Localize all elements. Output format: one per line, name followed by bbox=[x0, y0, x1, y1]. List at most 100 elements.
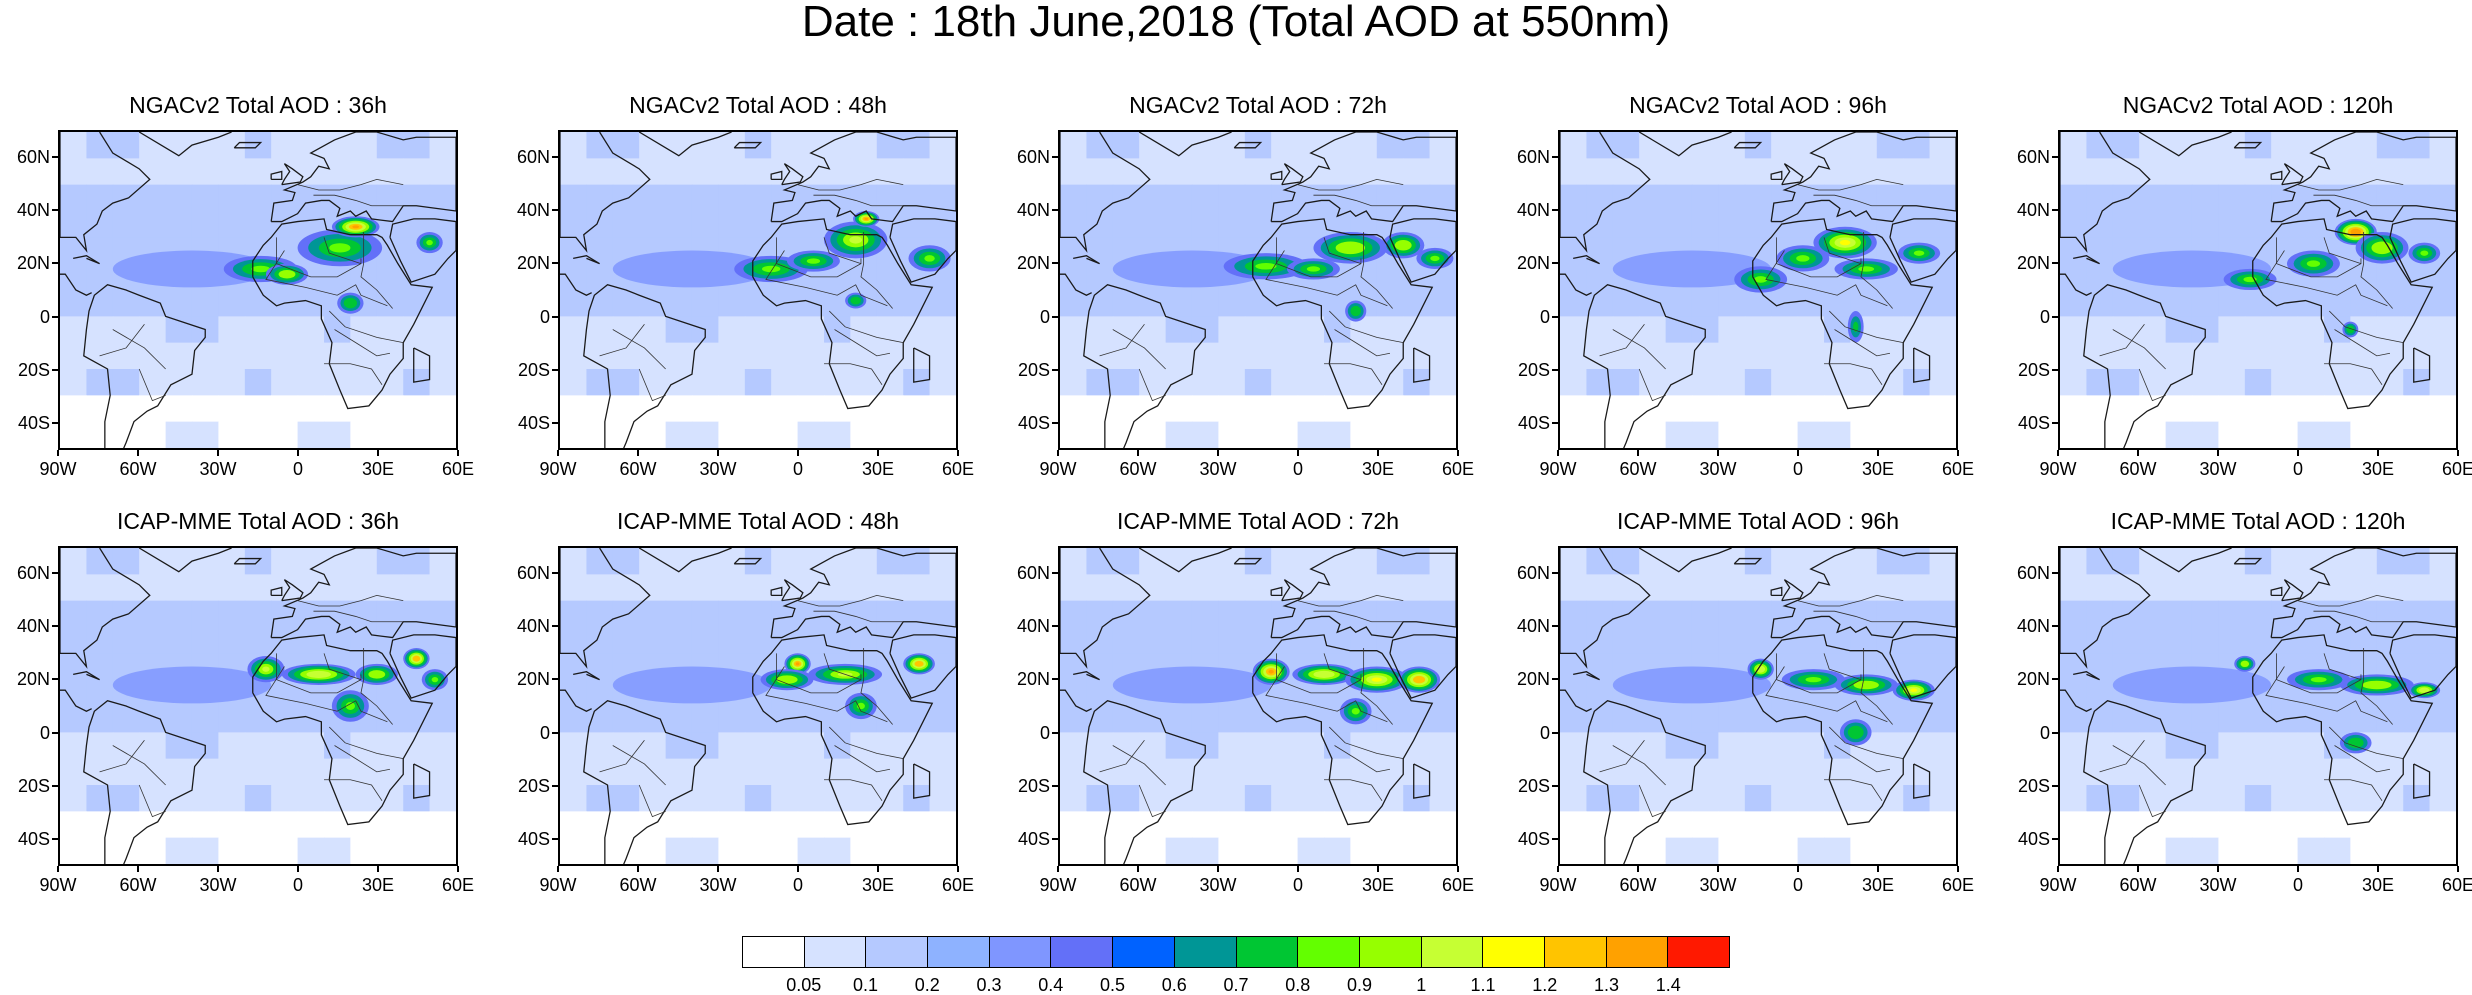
aod-hotspot bbox=[864, 217, 869, 220]
coastline bbox=[1733, 141, 1763, 149]
country-border bbox=[1834, 745, 1891, 773]
lon-tick bbox=[717, 450, 719, 456]
lon-tick-label: 60E bbox=[1441, 459, 1475, 479]
lon-tick bbox=[1217, 866, 1219, 872]
lon-tick bbox=[957, 866, 959, 872]
lon-tick-label: 30E bbox=[1361, 459, 1395, 479]
lon-tick bbox=[1137, 450, 1139, 456]
colorbar-box bbox=[1359, 937, 1422, 967]
lat-tick bbox=[1052, 209, 1058, 211]
colorbar-box bbox=[866, 937, 929, 967]
coastline bbox=[252, 634, 434, 826]
lat-tick-label: 60N bbox=[1016, 146, 1050, 167]
lon-tick-label: 0 bbox=[1292, 875, 1303, 895]
aod-background-field bbox=[1060, 132, 1456, 448]
lon-tick-label: 30W bbox=[699, 875, 737, 895]
coastline bbox=[2073, 255, 2100, 265]
lat-tick-label: 20N bbox=[516, 253, 550, 274]
coastline bbox=[1781, 163, 1804, 186]
country-border bbox=[1599, 740, 1645, 773]
country-border bbox=[1824, 363, 1883, 386]
lat-tick bbox=[1552, 369, 1558, 371]
aod-hotspot bbox=[1255, 263, 1277, 270]
panel-title: NGACv2 Total AOD : 72h bbox=[1129, 92, 1387, 118]
country-border bbox=[2324, 363, 2383, 386]
coastline bbox=[1060, 273, 1092, 296]
map-panel-icap-mme-36h bbox=[58, 546, 458, 866]
lon-tick bbox=[297, 866, 299, 872]
country-border bbox=[1334, 745, 1391, 773]
map-panel-ngacv2-36h bbox=[58, 130, 458, 450]
aod-hotspot bbox=[262, 666, 270, 672]
lon-tick-label: 0 bbox=[1792, 459, 1803, 479]
country-border bbox=[797, 594, 904, 607]
lon-tick bbox=[717, 866, 719, 872]
lon-tick-label: 0 bbox=[792, 875, 803, 895]
lon-tick bbox=[1297, 866, 1299, 872]
country-border bbox=[765, 250, 888, 307]
lon-tick-label: 30E bbox=[2361, 875, 2395, 895]
country-border bbox=[2265, 666, 2388, 723]
lon-tick-label: 60W bbox=[2119, 875, 2157, 895]
country-border bbox=[2138, 368, 2166, 402]
country-border bbox=[297, 178, 404, 191]
lon-tick-label: 60W bbox=[119, 459, 157, 479]
lon-tick bbox=[2297, 866, 2299, 872]
country-border bbox=[1099, 740, 1145, 773]
country-border bbox=[1138, 368, 1166, 402]
lat-tick bbox=[2052, 678, 2058, 681]
aod-hotspot bbox=[1430, 255, 1440, 262]
lon-tick-label: 90W bbox=[539, 459, 577, 479]
atlantic-aerosol-plume bbox=[112, 666, 272, 704]
colorbar-label: 1.3 bbox=[1593, 975, 1620, 995]
country-border bbox=[112, 329, 166, 370]
country-border bbox=[1323, 237, 1362, 265]
coastline bbox=[1560, 548, 1651, 669]
colorbar-box bbox=[743, 937, 805, 967]
country-border bbox=[1324, 363, 1383, 386]
lat-tick-label: 0 bbox=[1539, 306, 1550, 327]
coastlines bbox=[560, 132, 956, 448]
coastline bbox=[2138, 548, 2232, 573]
lon-tick-label: 60E bbox=[941, 459, 975, 479]
lat-tick-label: 20N bbox=[2016, 669, 2050, 690]
coastline bbox=[2389, 634, 2456, 699]
lon-tick bbox=[137, 866, 139, 872]
country-border bbox=[1612, 329, 1666, 370]
colorbar bbox=[742, 936, 1730, 968]
map-panel-ngacv2-120h bbox=[2058, 130, 2458, 450]
lon-tick-label: 30W bbox=[2199, 875, 2237, 895]
country-border bbox=[776, 237, 862, 278]
colorbar-box bbox=[1174, 937, 1237, 967]
lat-tick-label: 20S bbox=[17, 360, 50, 380]
country-border bbox=[297, 594, 404, 607]
country-border bbox=[834, 745, 891, 773]
aod-hotspot bbox=[1398, 242, 1408, 248]
coastline bbox=[413, 763, 431, 799]
country-borders bbox=[2099, 178, 2404, 402]
coastline bbox=[270, 132, 456, 223]
coastlines bbox=[60, 132, 456, 448]
lat-tick-label: 40S bbox=[17, 829, 50, 850]
lat-tick-label: 40S bbox=[2017, 413, 2050, 434]
coastline bbox=[2252, 634, 2434, 826]
map-panel-icap-mme-72h bbox=[1058, 546, 1458, 866]
lat-tick bbox=[2052, 369, 2058, 371]
lat-tick-label: 40S bbox=[1017, 829, 1050, 850]
colorbar-label: 0.8 bbox=[1285, 975, 1311, 995]
lon-tick bbox=[1297, 450, 1299, 456]
map-panel-ngacv2-48h bbox=[558, 130, 958, 450]
lon-tick bbox=[2217, 450, 2219, 456]
coastline bbox=[60, 689, 92, 712]
colorbar-label: 1.2 bbox=[1532, 975, 1558, 995]
lon-tick-label: 30E bbox=[861, 459, 895, 479]
aod-map bbox=[560, 548, 956, 864]
lat-tick-label: 40S bbox=[2017, 829, 2050, 850]
figure-title: Date : 18th June,2018 (Total AOD at 550n… bbox=[801, 0, 1671, 46]
coastline bbox=[270, 586, 283, 597]
country-border bbox=[1797, 178, 1904, 191]
aod-hotspot bbox=[795, 662, 800, 666]
country-border bbox=[2323, 237, 2362, 265]
lat-tick bbox=[52, 209, 58, 211]
lat-tick-label: 0 bbox=[39, 722, 50, 743]
